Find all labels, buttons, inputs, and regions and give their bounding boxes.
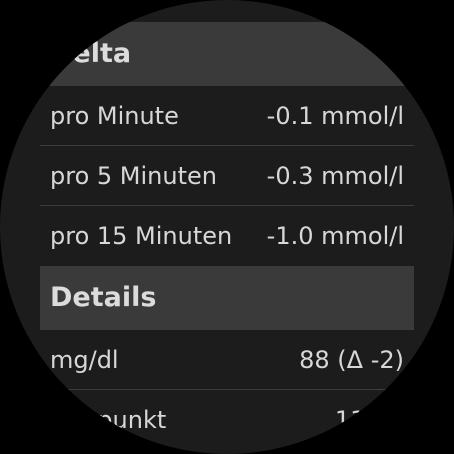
row-label: Zeitpunkt <box>50 406 167 434</box>
list-item: pro 5 Minuten -0.3 mmol/l <box>40 146 414 206</box>
list-item: Zeitpunkt 11:47 <box>40 390 414 450</box>
row-label: pro 15 Minuten <box>50 222 233 250</box>
section-header-details: Details <box>40 266 414 330</box>
list-item: mg/dl 88 (Δ -2) <box>40 330 414 390</box>
row-value: -0.1 mmol/l <box>266 101 404 130</box>
section-header-delta: Delta <box>40 22 414 86</box>
row-label: pro Minute <box>50 101 179 130</box>
row-value: 88 (Δ -2) <box>299 345 404 374</box>
row-value: 11:47 <box>334 406 404 434</box>
row-value: -0.3 mmol/l <box>266 161 404 190</box>
list-item: pro 15 Minuten -1.0 mmol/l <box>40 206 414 266</box>
row-value: -1.0 mmol/l <box>266 222 404 250</box>
row-label: pro 5 Minuten <box>50 161 217 190</box>
details-list[interactable]: Delta pro Minute -0.1 mmol/l pro 5 Minut… <box>40 22 414 450</box>
list-item: pro Minute -0.1 mmol/l <box>40 86 414 146</box>
row-label: mg/dl <box>50 345 119 374</box>
